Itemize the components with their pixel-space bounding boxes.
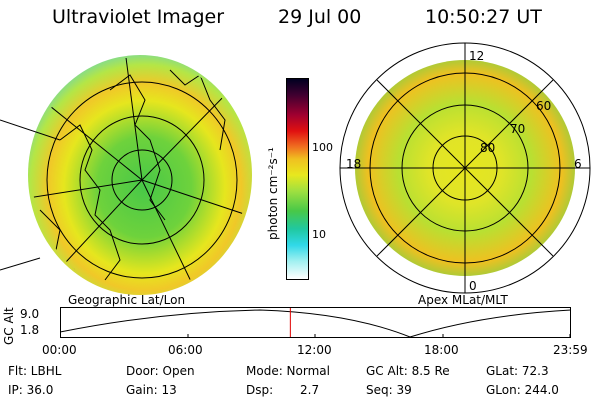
geographic-auroral-image [0,55,252,295]
time-tick-1200: 12:00 [297,343,332,357]
time-tick-0600: 06:00 [168,343,203,357]
glon-info: GLon: 244.0 [486,383,559,397]
mlat-label-70: 70 [510,122,525,136]
time-tick-0000: 00:00 [42,343,77,357]
altitude-ytick-low: 1.8 [20,323,40,337]
altitude-ytick-high: 9.0 [20,307,40,321]
dsp-value: 2.7 [300,383,320,397]
mode-info: Mode: Normal [246,364,330,378]
colorbar-tick-10: 10 [312,228,326,241]
observation-date: 29 Jul 00 [278,6,362,28]
time-tick-1800: 18:00 [424,343,459,357]
magnetic-auroral-image: 12 18 6 0 60 70 80 [339,42,591,294]
mlat-label-60: 60 [536,99,551,113]
geo-emission-disk [28,55,252,295]
door-info: Door: Open [126,364,195,378]
observation-time: 10:50:27 UT [425,6,542,28]
glat-info: GLat: 72.3 [486,364,549,378]
mlat-label-80: 80 [480,141,495,155]
ip-info: IP: 36.0 [8,383,54,397]
mlt-label-6: 6 [574,157,582,171]
instrument-title: Ultraviolet Imager [52,6,225,28]
sequence-info: Seq: 39 [366,383,412,397]
gc-altitude-info: GC Alt: 8.5 Re [366,364,450,378]
filter-info: Flt: LBHL [8,364,62,378]
altitude-plot [60,307,572,338]
geographic-caption: Geographic Lat/Lon [68,293,186,307]
colorbar-unit-label: photon cm⁻²s⁻¹ [266,147,280,240]
magnetic-caption: Apex MLat/MLT [418,293,508,307]
mlt-label-18: 18 [346,157,361,171]
mlt-label-12: 12 [469,49,484,63]
colorbar [286,78,309,280]
gain-info: Gain: 13 [126,383,177,397]
mlt-label-0: 0 [469,279,477,293]
colorbar-tick-100: 100 [312,141,333,154]
altitude-ylabel: GC Alt [2,307,16,345]
dsp-label: Dsp: [246,383,274,397]
time-tick-2359: 23:59 [553,343,588,357]
